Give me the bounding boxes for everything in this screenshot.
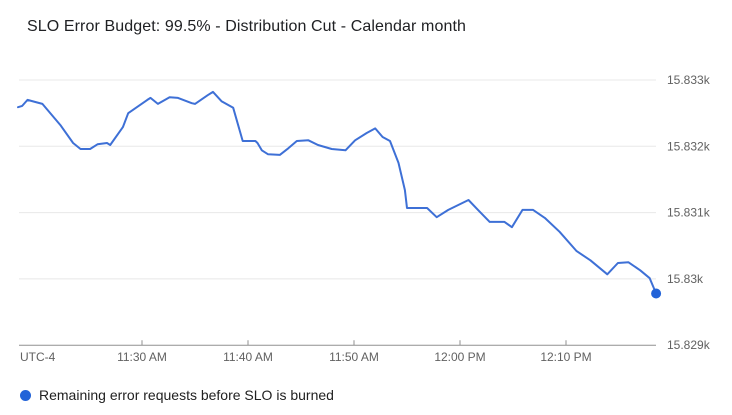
chart-title: SLO Error Budget: 99.5% - Distribution C… [27,18,466,35]
x-axis-label: 12:10 PM [540,350,591,364]
series-line[interactable] [17,90,658,295]
legend-item-remaining-budget[interactable]: Remaining error requests before SLO is b… [20,388,334,402]
y-axis-label: 15.833k [667,73,711,87]
y-axis-label: 15.83k [667,272,704,286]
y-axis-label: 15.832k [667,139,711,153]
x-axis-label: 11:40 AM [223,350,273,364]
x-axis-timezone-label: UTC-4 [20,350,56,364]
x-axis-label: 12:00 PM [434,350,485,364]
latest-value-dot[interactable] [651,288,662,299]
legend-series-label: Remaining error requests before SLO is b… [39,387,334,403]
x-axis-label: 11:50 AM [329,350,379,364]
y-axis-label: 15.831k [667,206,711,220]
x-axis-label: 11:30 AM [117,350,167,364]
legend: Remaining error requests before SLO is b… [20,388,334,402]
y-axis-label: 15.829k [667,338,711,352]
legend-series-dot-icon [20,389,31,401]
